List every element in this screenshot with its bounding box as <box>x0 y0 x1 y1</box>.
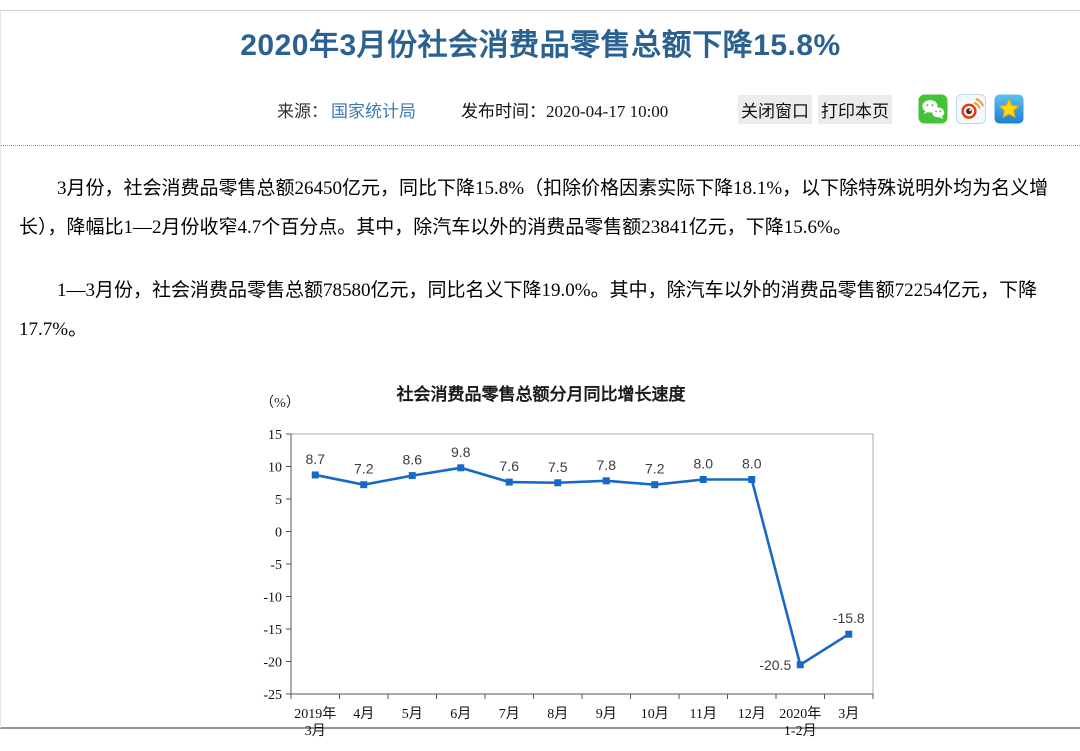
svg-text:-10: -10 <box>263 590 282 605</box>
article-body: 3月份，社会消费品零售总额26450亿元，同比下降15.8%（扣除价格因素实际下… <box>1 146 1080 350</box>
svg-text:-25: -25 <box>263 688 282 703</box>
source-link[interactable]: 国家统计局 <box>331 101 416 121</box>
svg-text:8月: 8月 <box>547 706 568 722</box>
svg-text:7.2: 7.2 <box>645 460 665 476</box>
svg-text:-20: -20 <box>263 655 282 670</box>
svg-text:社会消费品零售总额分月同比增长速度: 社会消费品零售总额分月同比增长速度 <box>396 384 687 404</box>
svg-text:8.0: 8.0 <box>694 455 714 471</box>
page-title: 2020年3月份社会消费品零售总额下降15.8% <box>240 29 841 62</box>
svg-text:4月: 4月 <box>353 706 374 722</box>
publish-time-value: 2020-04-17 10:00 <box>546 101 669 121</box>
paragraph-2: 1—3月份，社会消费品零售总额78580亿元，同比名义下降19.0%。其中，除汽… <box>19 279 1038 340</box>
svg-text:7月: 7月 <box>499 706 520 722</box>
growth-chart: 社会消费品零售总额分月同比增长速度 （%） 15 10 5 0 -5 -10 -15 -20 -25… <box>241 374 1080 751</box>
svg-text:10: 10 <box>268 460 282 475</box>
close-window-button[interactable]: 关闭窗口 <box>738 94 812 124</box>
svg-text:7.8: 7.8 <box>597 457 617 473</box>
svg-text:7.6: 7.6 <box>500 458 520 474</box>
publish-time-label: 发布时间： <box>461 101 546 121</box>
svg-text:0: 0 <box>275 525 282 540</box>
svg-text:6月: 6月 <box>450 706 471 722</box>
divider <box>1 145 1080 146</box>
svg-text:8.7: 8.7 <box>306 451 326 467</box>
svg-text:-15: -15 <box>263 623 282 638</box>
share-icon-group <box>918 94 1024 124</box>
weibo-share-icon[interactable] <box>956 94 986 124</box>
svg-text:11月: 11月 <box>690 706 717 722</box>
source: 来源： 国家统计局 <box>277 97 416 122</box>
svg-text:12月: 12月 <box>738 706 766 722</box>
svg-text:3月: 3月 <box>838 706 859 722</box>
svg-text:8.0: 8.0 <box>742 455 762 471</box>
meta-bar: 来源： 国家统计局 发布时间：2020-04-17 10:00 关闭窗口 打印本页 <box>1 94 1080 124</box>
growth-chart-svg: 社会消费品零售总额分月同比增长速度 （%） 15 10 5 0 -5 -10 -15 -20 -25… <box>260 384 874 739</box>
svg-text:7.5: 7.5 <box>548 459 568 475</box>
svg-text:15: 15 <box>268 428 282 443</box>
print-page-button[interactable]: 打印本页 <box>818 94 892 124</box>
svg-text:-20.5: -20.5 <box>759 657 791 673</box>
svg-text:5月: 5月 <box>402 706 423 722</box>
meta-actions: 关闭窗口 打印本页 <box>738 94 1024 124</box>
paragraph-1: 3月份，社会消费品零售总额26450亿元，同比下降15.8%（扣除价格因素实际下… <box>19 178 1049 238</box>
svg-text:（%）: （%） <box>260 395 300 411</box>
qzone-share-icon[interactable] <box>994 94 1024 124</box>
svg-text:5: 5 <box>275 493 282 508</box>
svg-text:-15.8: -15.8 <box>833 610 865 626</box>
wechat-share-icon[interactable] <box>918 94 948 124</box>
svg-text:-5: -5 <box>270 558 282 573</box>
svg-text:7.2: 7.2 <box>354 460 374 476</box>
publish-time: 发布时间：2020-04-17 10:00 <box>461 97 668 122</box>
article-page: 2020年3月份社会消费品零售总额下降15.8% 来源： 国家统计局 发布时间：2… <box>0 10 1080 739</box>
svg-text:9.8: 9.8 <box>451 444 471 460</box>
source-label: 来源： <box>277 101 328 121</box>
svg-text:8.6: 8.6 <box>403 451 423 467</box>
svg-text:9月: 9月 <box>596 706 617 722</box>
svg-text:10月: 10月 <box>641 706 669 722</box>
